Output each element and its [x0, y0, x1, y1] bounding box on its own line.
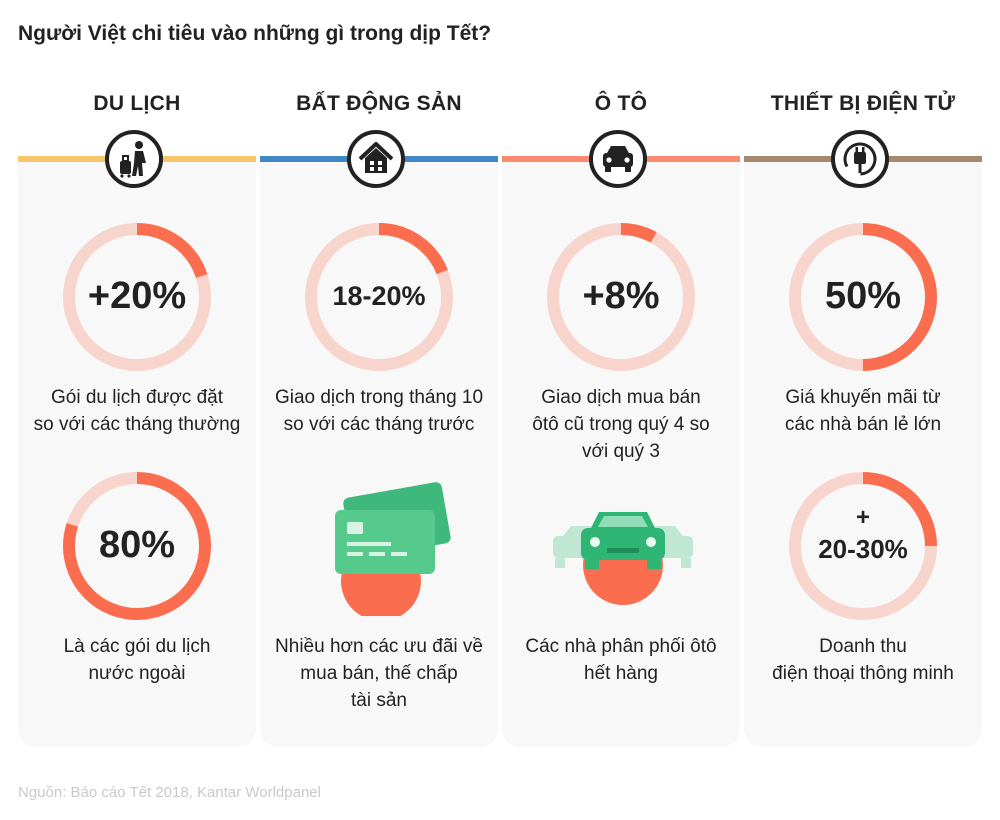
source-note: Nguồn: Báo cáo Tết 2018, Kantar Worldpan… [18, 784, 321, 801]
category-title: DU LỊCH [93, 92, 181, 115]
credit-card-icon [299, 476, 459, 621]
power-plug-icon [831, 130, 889, 188]
stat-value-prefix: + [855, 504, 870, 531]
card-background [18, 162, 256, 747]
column-du-lich: DU LỊCH +20% Gói du lịch được đặt so với… [18, 92, 256, 747]
card-background [502, 162, 740, 747]
stat-value: +20% [87, 275, 187, 317]
stat-description-line: Giao dịch trong tháng 10 [274, 387, 484, 408]
category-title: Ô TÔ [594, 92, 648, 115]
stat-value: 80% [98, 524, 176, 566]
stat-description: Gói du lịch được đặt so với các tháng th… [22, 384, 252, 438]
page-title: Người Việt chi tiêu vào những gì trong d… [18, 22, 492, 45]
stat-description-line: mua bán, thế chấp [300, 663, 458, 684]
ring-chart: +20% [57, 217, 217, 377]
stat-description-line: ôtô cũ trong quý 4 so [532, 414, 710, 435]
ring-progress [63, 223, 211, 371]
stat-description-line: so với các tháng thường [33, 414, 241, 435]
column-bat-dong-san: BẤT ĐỘNG SẢN 18-20% Giao dịch trong thán… [260, 92, 498, 747]
stat-description-line: Doanh thu [819, 636, 907, 657]
stat-description-line: tài sản [351, 690, 407, 711]
ring-chart: 80% [57, 466, 217, 626]
card-background [260, 162, 498, 747]
stat-description-line: với quý 3 [582, 441, 660, 462]
category-title: THIẾT BỊ ĐIỆN TỬ [770, 92, 956, 115]
ring-chart: +8% [541, 217, 701, 377]
ring-progress [305, 223, 453, 371]
card-background [744, 162, 982, 747]
cars-icon [541, 482, 701, 622]
stat-description-line: hết hàng [584, 663, 658, 684]
stat-description-line: điện thoại thông minh [772, 663, 954, 684]
stat-description-line: Giá khuyến mãi từ [785, 387, 941, 408]
stat-description-line: Gói du lịch được đặt [51, 387, 223, 408]
category-title: BẤT ĐỘNG SẢN [296, 92, 462, 115]
ring-progress [547, 223, 695, 371]
stat-value: +8% [582, 275, 660, 317]
column-o-to: Ô TÔ +8% Giao dịch mua bán ôtô cũ trong … [502, 92, 740, 747]
stat-description: Doanh thu điện thoại thông minh [748, 633, 978, 687]
stat-description: Giá khuyến mãi từ các nhà bán lẻ lớn [748, 384, 978, 438]
ring-progress [63, 472, 211, 620]
ring-chart: 18-20% [299, 217, 459, 377]
ring-progress [789, 223, 937, 371]
stat-description-line: Giao dịch mua bán [541, 387, 701, 408]
column-thiet-bi-dien-tu: THIẾT BỊ ĐIỆN TỬ 50% Giá khuyến mãi từ c… [744, 92, 982, 747]
stat-description: Nhiều hơn các ưu đãi về mua bán, thế chấ… [264, 633, 494, 714]
house-icon [347, 130, 405, 188]
stat-description-line: Là các gói du lịch [63, 636, 211, 657]
ring-progress [789, 472, 937, 620]
stat-description-line: so với các tháng trước [283, 414, 475, 435]
stat-description: Các nhà phân phối ôtô hết hàng [506, 633, 736, 687]
stat-description: Là các gói du lịch nước ngoài [22, 633, 252, 687]
stat-value: 18-20% [332, 281, 426, 311]
ring-chart: + 20-30% [783, 466, 943, 626]
stat-value: 50% [824, 275, 902, 317]
ring-chart: 50% [783, 217, 943, 377]
stat-description-line: các nhà bán lẻ lớn [784, 414, 942, 435]
stat-description-line: Các nhà phân phối ôtô [525, 636, 717, 657]
car-icon [589, 130, 647, 188]
stat-value: 20-30% [818, 534, 908, 564]
traveler-with-luggage-icon [105, 130, 163, 188]
stat-description-line: Nhiều hơn các ưu đãi về [275, 636, 483, 657]
stat-description: Giao dịch mua bán ôtô cũ trong quý 4 so … [506, 384, 736, 465]
stat-description-line: nước ngoài [88, 663, 186, 684]
stat-description: Giao dịch trong tháng 10 so với các thán… [264, 384, 494, 438]
